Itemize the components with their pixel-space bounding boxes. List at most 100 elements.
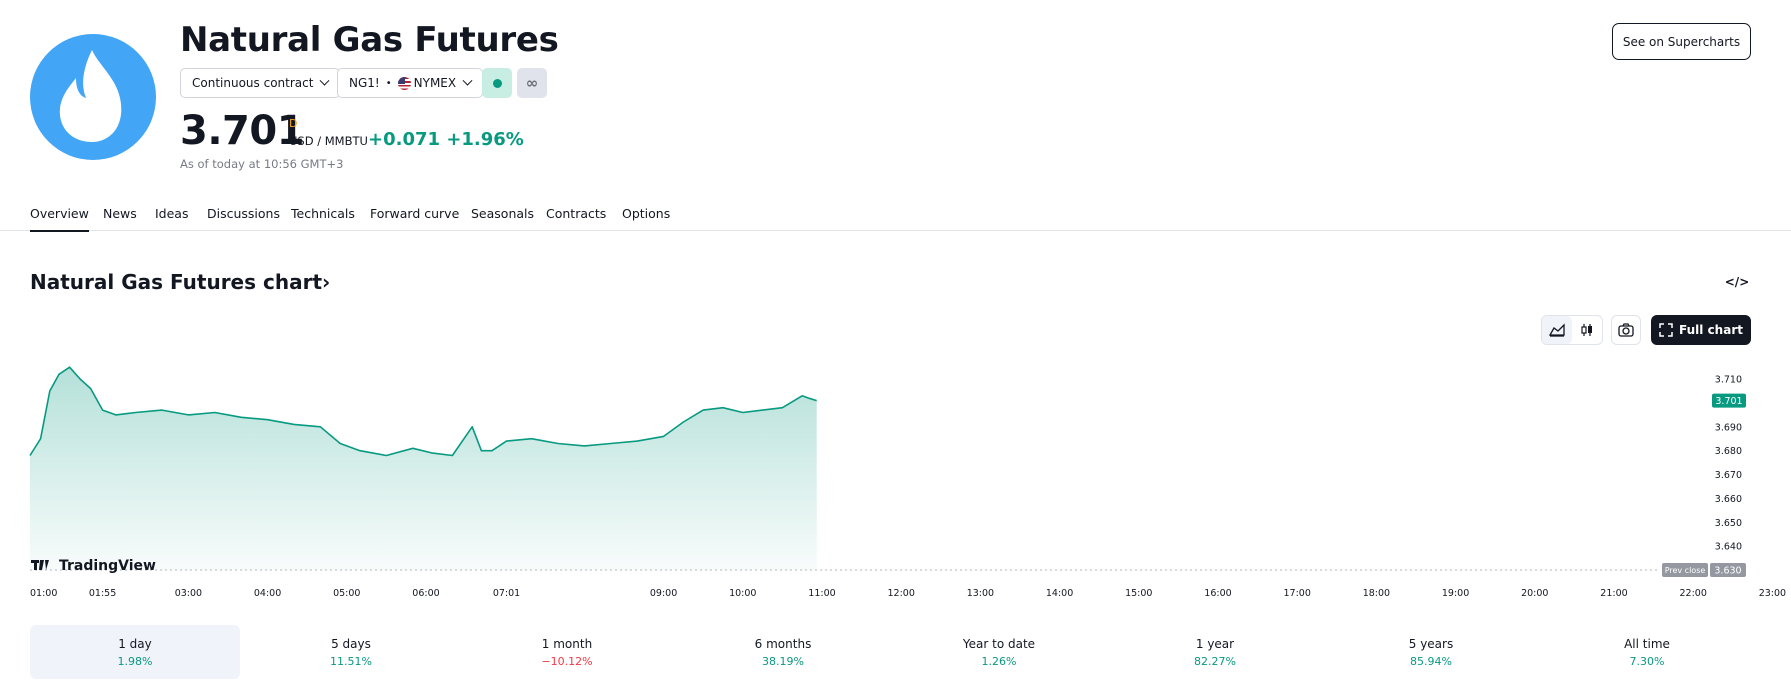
period-value: −10.12% [541, 654, 593, 668]
tab-options[interactable]: Options [622, 206, 671, 221]
y-tick-label: 3.680 [1715, 446, 1742, 457]
x-tick-label: 10:00 [729, 588, 756, 599]
price-chart[interactable]: 3.710 3.690 3.680 3.670 3.660 3.650 3.640 3.701… [0, 350, 1791, 610]
y-tick-label: 3.650 [1715, 518, 1742, 529]
price-line [29, 366, 817, 457]
infinity-icon: ∞ [525, 74, 539, 92]
period-label: 5 days [331, 636, 371, 651]
x-tick-label: 09:00 [650, 588, 677, 599]
period-1-day[interactable]: 1 day 1.98% [30, 625, 240, 679]
tab-seasonals[interactable]: Seasonals [471, 206, 535, 221]
x-tick-label: 19:00 [1442, 588, 1469, 599]
price-unit: USD / MMBTU [289, 134, 368, 148]
x-tick-label: 01:55 [89, 588, 116, 599]
x-tick-label: 20:00 [1521, 588, 1548, 599]
period-label: All time [1624, 636, 1670, 651]
ticker-exchange-dropdown[interactable]: NG1! • NYMEX [337, 68, 484, 98]
symbol-title: Natural Gas Futures [180, 20, 559, 60]
area-chart-button[interactable] [1542, 316, 1572, 344]
x-tick-label: 05:00 [333, 588, 360, 599]
fullscreen-icon [1659, 323, 1673, 337]
x-tick-label: 07:01 [493, 588, 520, 599]
period-value: 7.30% [1629, 654, 1665, 668]
candles-chart-button[interactable] [1572, 316, 1602, 344]
tab-discussions[interactable]: Discussions [207, 206, 280, 221]
price-change-pct: +1.96% [446, 129, 524, 150]
x-tick-label: 22:00 [1680, 588, 1707, 599]
period-value: 11.51% [330, 654, 372, 668]
chevron-right-icon: › [322, 270, 331, 294]
y-tick-label: 3.710 [1715, 375, 1742, 386]
x-tick-label: 04:00 [254, 588, 281, 599]
full-chart-button[interactable]: Full chart [1651, 315, 1751, 345]
chevron-down-icon [462, 75, 473, 86]
x-tick-label: 13:00 [967, 588, 994, 599]
x-tick-label: 18:00 [1363, 588, 1390, 599]
x-tick-label: 01:00 [30, 588, 57, 599]
x-tick-label: 03:00 [175, 588, 202, 599]
code-icon[interactable]: </> [1724, 275, 1750, 289]
period-value: 38.19% [762, 654, 804, 668]
price-change-abs: +0.071 [368, 129, 441, 150]
continuous-contract-badge[interactable]: ∞ [517, 68, 547, 98]
tab-ideas[interactable]: Ideas [155, 206, 189, 221]
y-tick-label: 3.640 [1715, 542, 1742, 553]
x-tick-label: 14:00 [1046, 588, 1073, 599]
period-5-years[interactable]: 5 years 85.94% [1326, 625, 1536, 679]
y-tick-label: 3.670 [1715, 470, 1742, 481]
exchange-label: NYMEX [413, 76, 457, 90]
period-label: Year to date [962, 636, 1036, 651]
period-5-days[interactable]: 5 days 11.51% [246, 625, 456, 679]
period-year-to-date[interactable]: Year to date 1.26% [894, 625, 1104, 679]
ticker-label: NG1! [349, 76, 380, 90]
chart-section-title-text: Natural Gas Futures chart [30, 270, 323, 294]
x-tick-label: 16:00 [1204, 588, 1231, 599]
prev-close-value-label: 3.630 [1714, 566, 1741, 577]
prev-close-tag [1662, 563, 1708, 577]
see-on-supercharts-button[interactable]: See on Supercharts [1612, 23, 1751, 60]
period-label: 1 day [118, 636, 152, 651]
flame-icon [59, 50, 122, 142]
tab-news[interactable]: News [103, 206, 137, 221]
period-value: 85.94% [1410, 654, 1452, 668]
contract-type-label: Continuous contract [192, 76, 314, 90]
prev-close-value-tag [1710, 563, 1746, 577]
contract-type-dropdown[interactable]: Continuous contract [180, 68, 341, 98]
period-1-year[interactable]: 1 year 82.27% [1110, 625, 1320, 679]
period-label: 1 year [1195, 636, 1235, 651]
candles-icon [1581, 324, 1592, 336]
y-tick-label: 3.660 [1715, 494, 1742, 505]
snapshot-button[interactable] [1611, 315, 1641, 345]
period-6-months[interactable]: 6 months 38.19% [678, 625, 888, 679]
symbol-tabs: Overview News Ideas Discussions Technica… [0, 200, 1791, 232]
camera-icon [1618, 323, 1634, 337]
tab-technicals[interactable]: Technicals [291, 206, 355, 221]
symbol-logo [30, 34, 156, 160]
tradingview-watermark-text: TradingView [59, 558, 156, 574]
period-label: 5 years [1408, 636, 1454, 651]
period-label: 1 month [541, 636, 593, 651]
period-performance: 1 day 1.98% 5 days 11.51% 1 month −10.12… [30, 625, 1751, 679]
separator-dot: • [385, 77, 392, 89]
period-value: 1.98% [117, 654, 153, 668]
tab-overview[interactable]: Overview [30, 206, 89, 232]
x-tick-label: 12:00 [888, 588, 915, 599]
x-tick-label: 21:00 [1600, 588, 1627, 599]
chevron-down-icon [319, 75, 330, 86]
price-change: +0.071 +1.96% [368, 129, 524, 150]
x-tick-label: 17:00 [1284, 588, 1311, 599]
us-flag-icon [397, 76, 411, 90]
period-1-month[interactable]: 1 month −10.12% [462, 625, 672, 679]
price-timestamp: As of today at 10:56 GMT+3 [180, 157, 344, 171]
chart-section-title[interactable]: Natural Gas Futures chart› [30, 270, 330, 294]
market-status-badge[interactable] [482, 68, 512, 98]
tab-contracts[interactable]: Contracts [546, 206, 607, 221]
last-price-tag [1712, 393, 1746, 408]
price-area-fill [30, 367, 817, 570]
period-all-time[interactable]: All time 7.30% [1542, 625, 1752, 679]
chart-style-toggle [1541, 315, 1603, 345]
tab-forward-curve[interactable]: Forward curve [370, 206, 460, 221]
x-tick-label: 15:00 [1125, 588, 1152, 599]
x-tick-label: 23:00 [1759, 588, 1786, 599]
tradingview-logo-icon [31, 560, 49, 570]
